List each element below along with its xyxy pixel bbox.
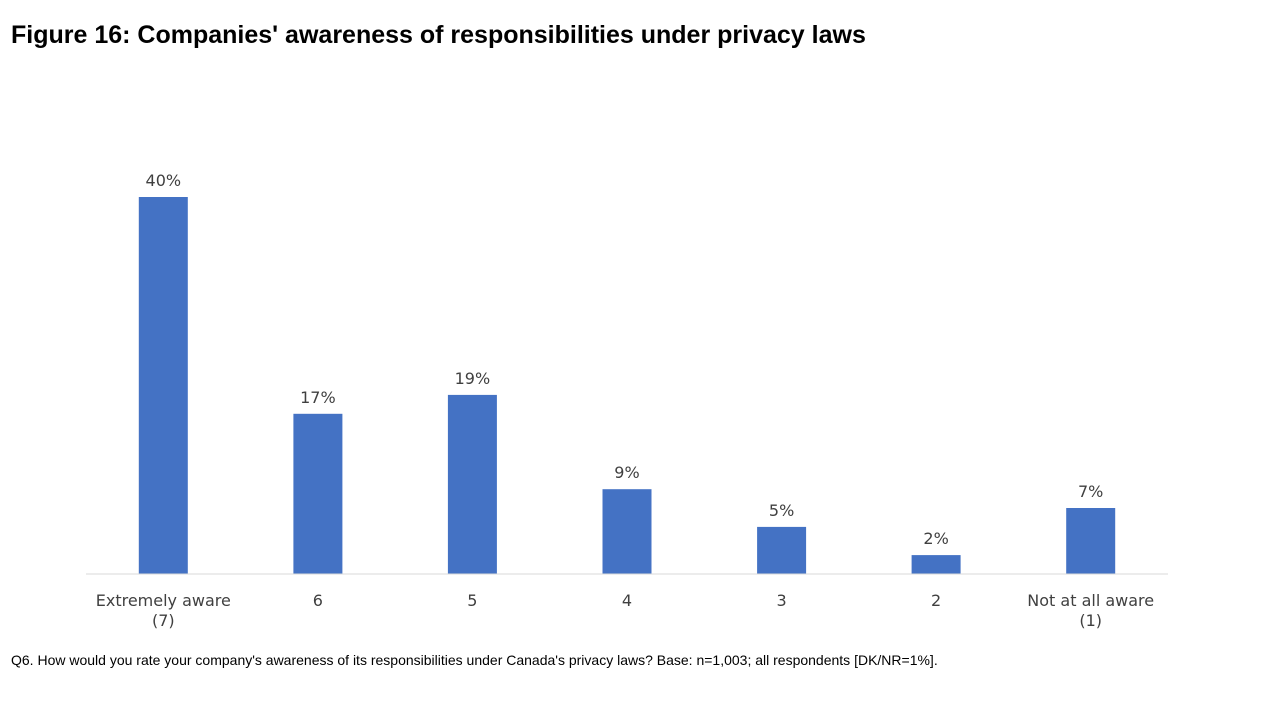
data-label-6: 7%: [1078, 482, 1103, 501]
x-tick-label-4: 3: [777, 591, 787, 610]
bar-0: [138, 197, 188, 574]
x-tick-label-0-line-1: (7): [152, 611, 175, 630]
x-tick-label-1: 6: [313, 591, 323, 610]
footnote: Q6. How would you rate your company's aw…: [11, 652, 938, 668]
data-label-2: 19%: [455, 369, 491, 388]
bar-1: [293, 413, 343, 574]
bar-5: [911, 555, 961, 574]
x-tick-label-3: 4: [622, 591, 632, 610]
x-tick-label-6-line-1: (1): [1079, 611, 1102, 630]
bar-4: [757, 526, 807, 574]
x-tick-label-5: 2: [931, 591, 941, 610]
data-label-4: 5%: [769, 501, 794, 520]
bar-6: [1066, 508, 1116, 574]
x-tick-label-6-line-0: Not at all aware: [1027, 591, 1154, 610]
data-label-1: 17%: [300, 388, 336, 407]
x-tick-label-2: 5: [467, 591, 477, 610]
data-label-0: 40%: [146, 171, 182, 190]
bar-2: [447, 394, 497, 574]
data-labels-group: 40% 17% 19% 9% 5% 2% 7%: [146, 171, 1104, 548]
page-title: Figure 16: Companies' awareness of respo…: [11, 21, 866, 49]
data-label-5: 2%: [923, 529, 948, 548]
data-label-3: 9%: [614, 463, 639, 482]
bars-group: [138, 197, 1116, 574]
bar-3: [602, 489, 652, 574]
x-tick-labels-group: Extremely aware(7) 6 5 4 3 2 Not at all aware(…: [96, 591, 1154, 630]
x-tick-label-0-line-0: Extremely aware: [96, 591, 231, 610]
